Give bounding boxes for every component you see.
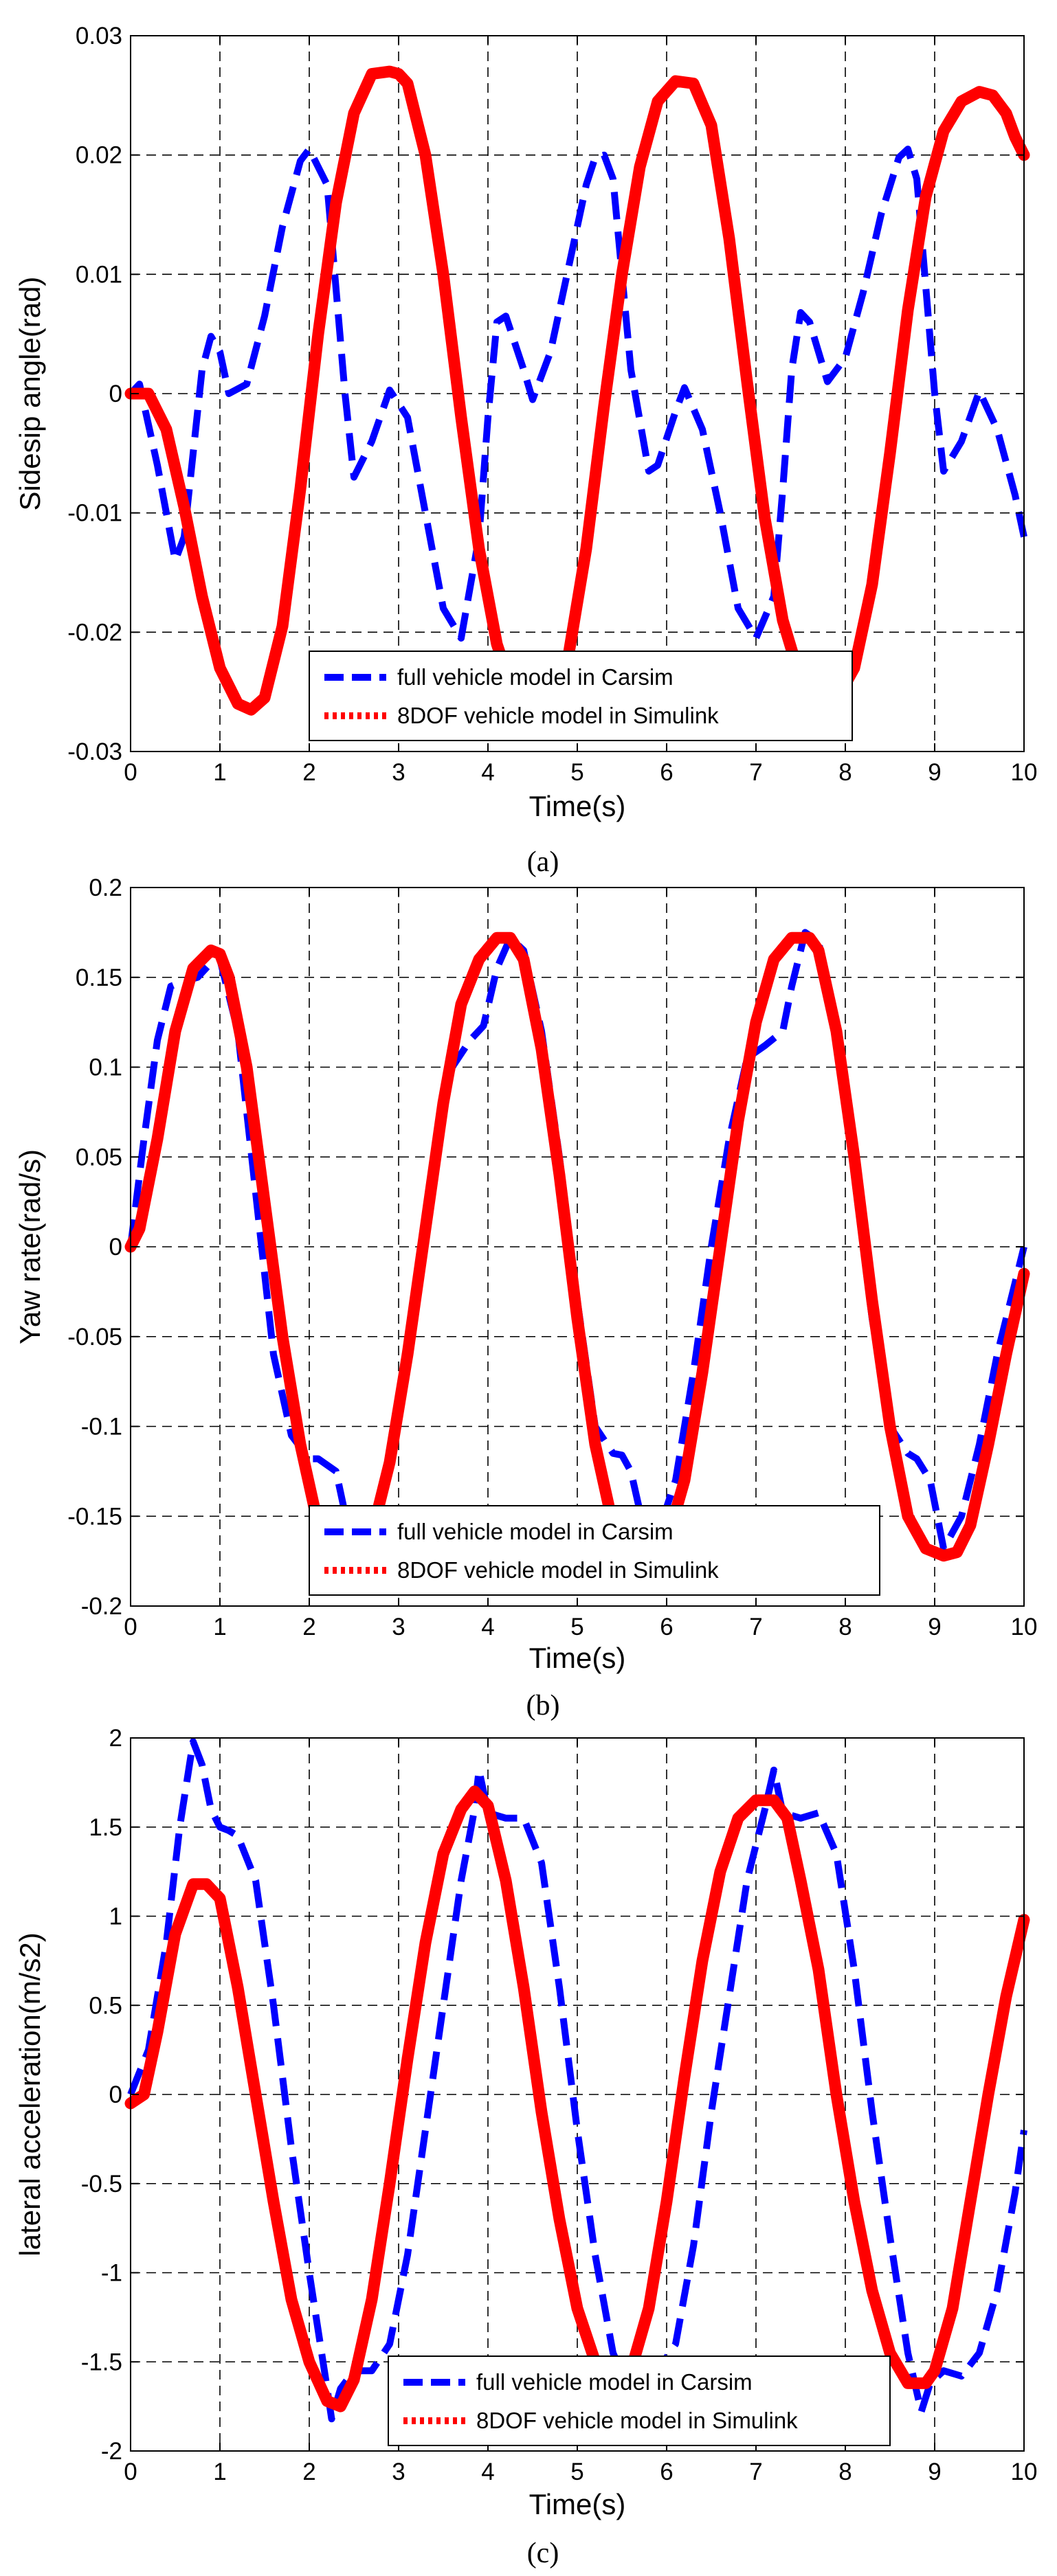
y-tick-label: 0 <box>109 1234 122 1261</box>
y-tick-label: -2 <box>101 2438 122 2465</box>
x-tick-label: 1 <box>213 2459 226 2485</box>
x-tick-label: 6 <box>660 1614 673 1640</box>
y-tick-label: -0.15 <box>67 1503 122 1530</box>
y-tick-label: 0.5 <box>89 1992 122 2019</box>
legend-label: 8DOF vehicle model in Simulink <box>476 2408 798 2433</box>
series-line-carsim <box>128 146 1027 642</box>
y-tick-label: -0.1 <box>81 1414 122 1440</box>
y-tick-label: -0.02 <box>67 619 122 646</box>
x-tick-label: 10 <box>1011 2459 1038 2485</box>
x-axis-label: Time(s) <box>529 1642 626 1674</box>
x-tick-label: 3 <box>392 759 405 786</box>
y-tick-label: -1.5 <box>81 2349 122 2375</box>
x-tick-label: 5 <box>570 759 583 786</box>
chart-b: 0 1 2 3 4 5 6 7 8 9 10 -0.2 -0.15 -0.1 -0.05 0 0.05 0.1 0.… <box>14 874 1037 1721</box>
x-tick-label: 9 <box>928 1614 941 1640</box>
legend: full vehicle model in Carsim 8DOF vehicle… <box>309 651 853 741</box>
x-tick-label: 7 <box>749 759 762 786</box>
x-tick-label: 3 <box>392 1614 405 1640</box>
legend-box <box>309 1505 880 1596</box>
x-tick-label: 2 <box>302 759 315 786</box>
legend: full vehicle model in Carsim 8DOF vehicle… <box>388 2355 891 2446</box>
x-axis-label: Time(s) <box>529 790 626 822</box>
chart-c: 0 1 2 3 4 5 6 7 8 9 10 -2 -1.5 -1 -0.5 0 0.5 1 1.5 2 Time(s)… <box>14 1725 1037 2569</box>
y-tick-label: -0.05 <box>67 1324 122 1351</box>
y-tick-label: 1 <box>109 1903 122 1930</box>
y-tick-label: -1 <box>101 2260 122 2287</box>
x-tick-label: 8 <box>838 1614 852 1640</box>
x-tick-label: 0 <box>124 2459 137 2485</box>
y-tick-label: 0.2 <box>89 874 122 901</box>
x-tick-label: 3 <box>392 2459 405 2485</box>
legend-box <box>388 2355 891 2446</box>
y-tick-label: 0.01 <box>76 261 122 288</box>
x-tick-label: 4 <box>481 1614 494 1640</box>
legend-label: full vehicle model in Carsim <box>397 664 674 690</box>
y-tick-label: -0.03 <box>67 738 122 765</box>
x-tick-label: 7 <box>749 1614 762 1640</box>
x-tick-label: 9 <box>928 2459 941 2485</box>
y-axis-label: Sidesip angle(rad) <box>14 277 46 511</box>
x-tick-label: 6 <box>660 2459 673 2485</box>
x-tick-label: 0 <box>124 759 137 786</box>
y-tick-label: 1.5 <box>89 1814 122 1841</box>
legend: full vehicle model in Carsim 8DOF vehicle… <box>309 1505 880 1596</box>
series-line-carsim <box>127 1738 1027 2423</box>
figure-caption: (b) <box>526 1690 560 1721</box>
x-tick-label: 4 <box>481 759 494 786</box>
x-tick-label: 9 <box>928 759 941 786</box>
y-tick-label: -0.2 <box>81 1593 122 1620</box>
y-tick-label: 0.02 <box>76 142 122 169</box>
chart-a: 0 1 2 3 4 5 6 7 8 9 10 -0.03 -0.02 -0.01 0 0.01 0.02 0.03… <box>14 23 1037 878</box>
legend-label: full vehicle model in Carsim <box>397 1519 674 1544</box>
legend-label: full vehicle model in Carsim <box>476 2369 753 2395</box>
x-tick-label: 2 <box>302 1614 315 1640</box>
y-tick-label: -0.01 <box>67 500 122 527</box>
x-tick-label: 8 <box>838 759 852 786</box>
legend-label: 8DOF vehicle model in Simulink <box>397 703 719 728</box>
x-tick-label: 7 <box>749 2459 762 2485</box>
x-tick-label: 6 <box>660 759 673 786</box>
y-tick-label: 0.05 <box>76 1144 122 1171</box>
x-tick-label: 8 <box>838 2459 852 2485</box>
x-tick-label: 10 <box>1011 759 1038 786</box>
legend-label: 8DOF vehicle model in Simulink <box>397 1557 719 1583</box>
y-tick-label: 0 <box>109 381 122 407</box>
x-tick-label: 4 <box>481 2459 494 2485</box>
x-tick-label: 5 <box>570 2459 583 2485</box>
x-tick-label: 10 <box>1011 1614 1038 1640</box>
series-line-simulink <box>124 931 1030 1568</box>
x-tick-label: 2 <box>302 2459 315 2485</box>
x-tick-label: 1 <box>213 759 226 786</box>
y-tick-label: 2 <box>109 1725 122 1752</box>
series-line-simulink <box>124 1785 1030 2413</box>
series-line-simulink <box>124 65 1030 722</box>
x-tick-label: 0 <box>124 1614 137 1640</box>
figure-caption: (c) <box>527 2538 559 2569</box>
y-tick-label: -0.5 <box>81 2171 122 2197</box>
y-tick-label: 0 <box>109 2081 122 2108</box>
x-axis-label: Time(s) <box>529 2488 626 2520</box>
x-tick-label: 1 <box>213 1614 226 1640</box>
figure-caption: (a) <box>527 846 559 878</box>
y-axis-label: Yaw rate(rad/s) <box>14 1149 46 1344</box>
legend-box <box>309 651 853 741</box>
y-tick-label: 0.1 <box>89 1054 122 1081</box>
x-tick-label: 5 <box>570 1614 583 1640</box>
y-axis-label: lateral acceleration(m/s2) <box>14 1932 46 2257</box>
y-tick-label: 0.03 <box>76 23 122 49</box>
y-tick-label: 0.15 <box>76 964 122 991</box>
